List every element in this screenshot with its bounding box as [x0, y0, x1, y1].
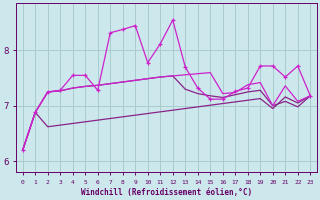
X-axis label: Windchill (Refroidissement éolien,°C): Windchill (Refroidissement éolien,°C)	[81, 188, 252, 197]
